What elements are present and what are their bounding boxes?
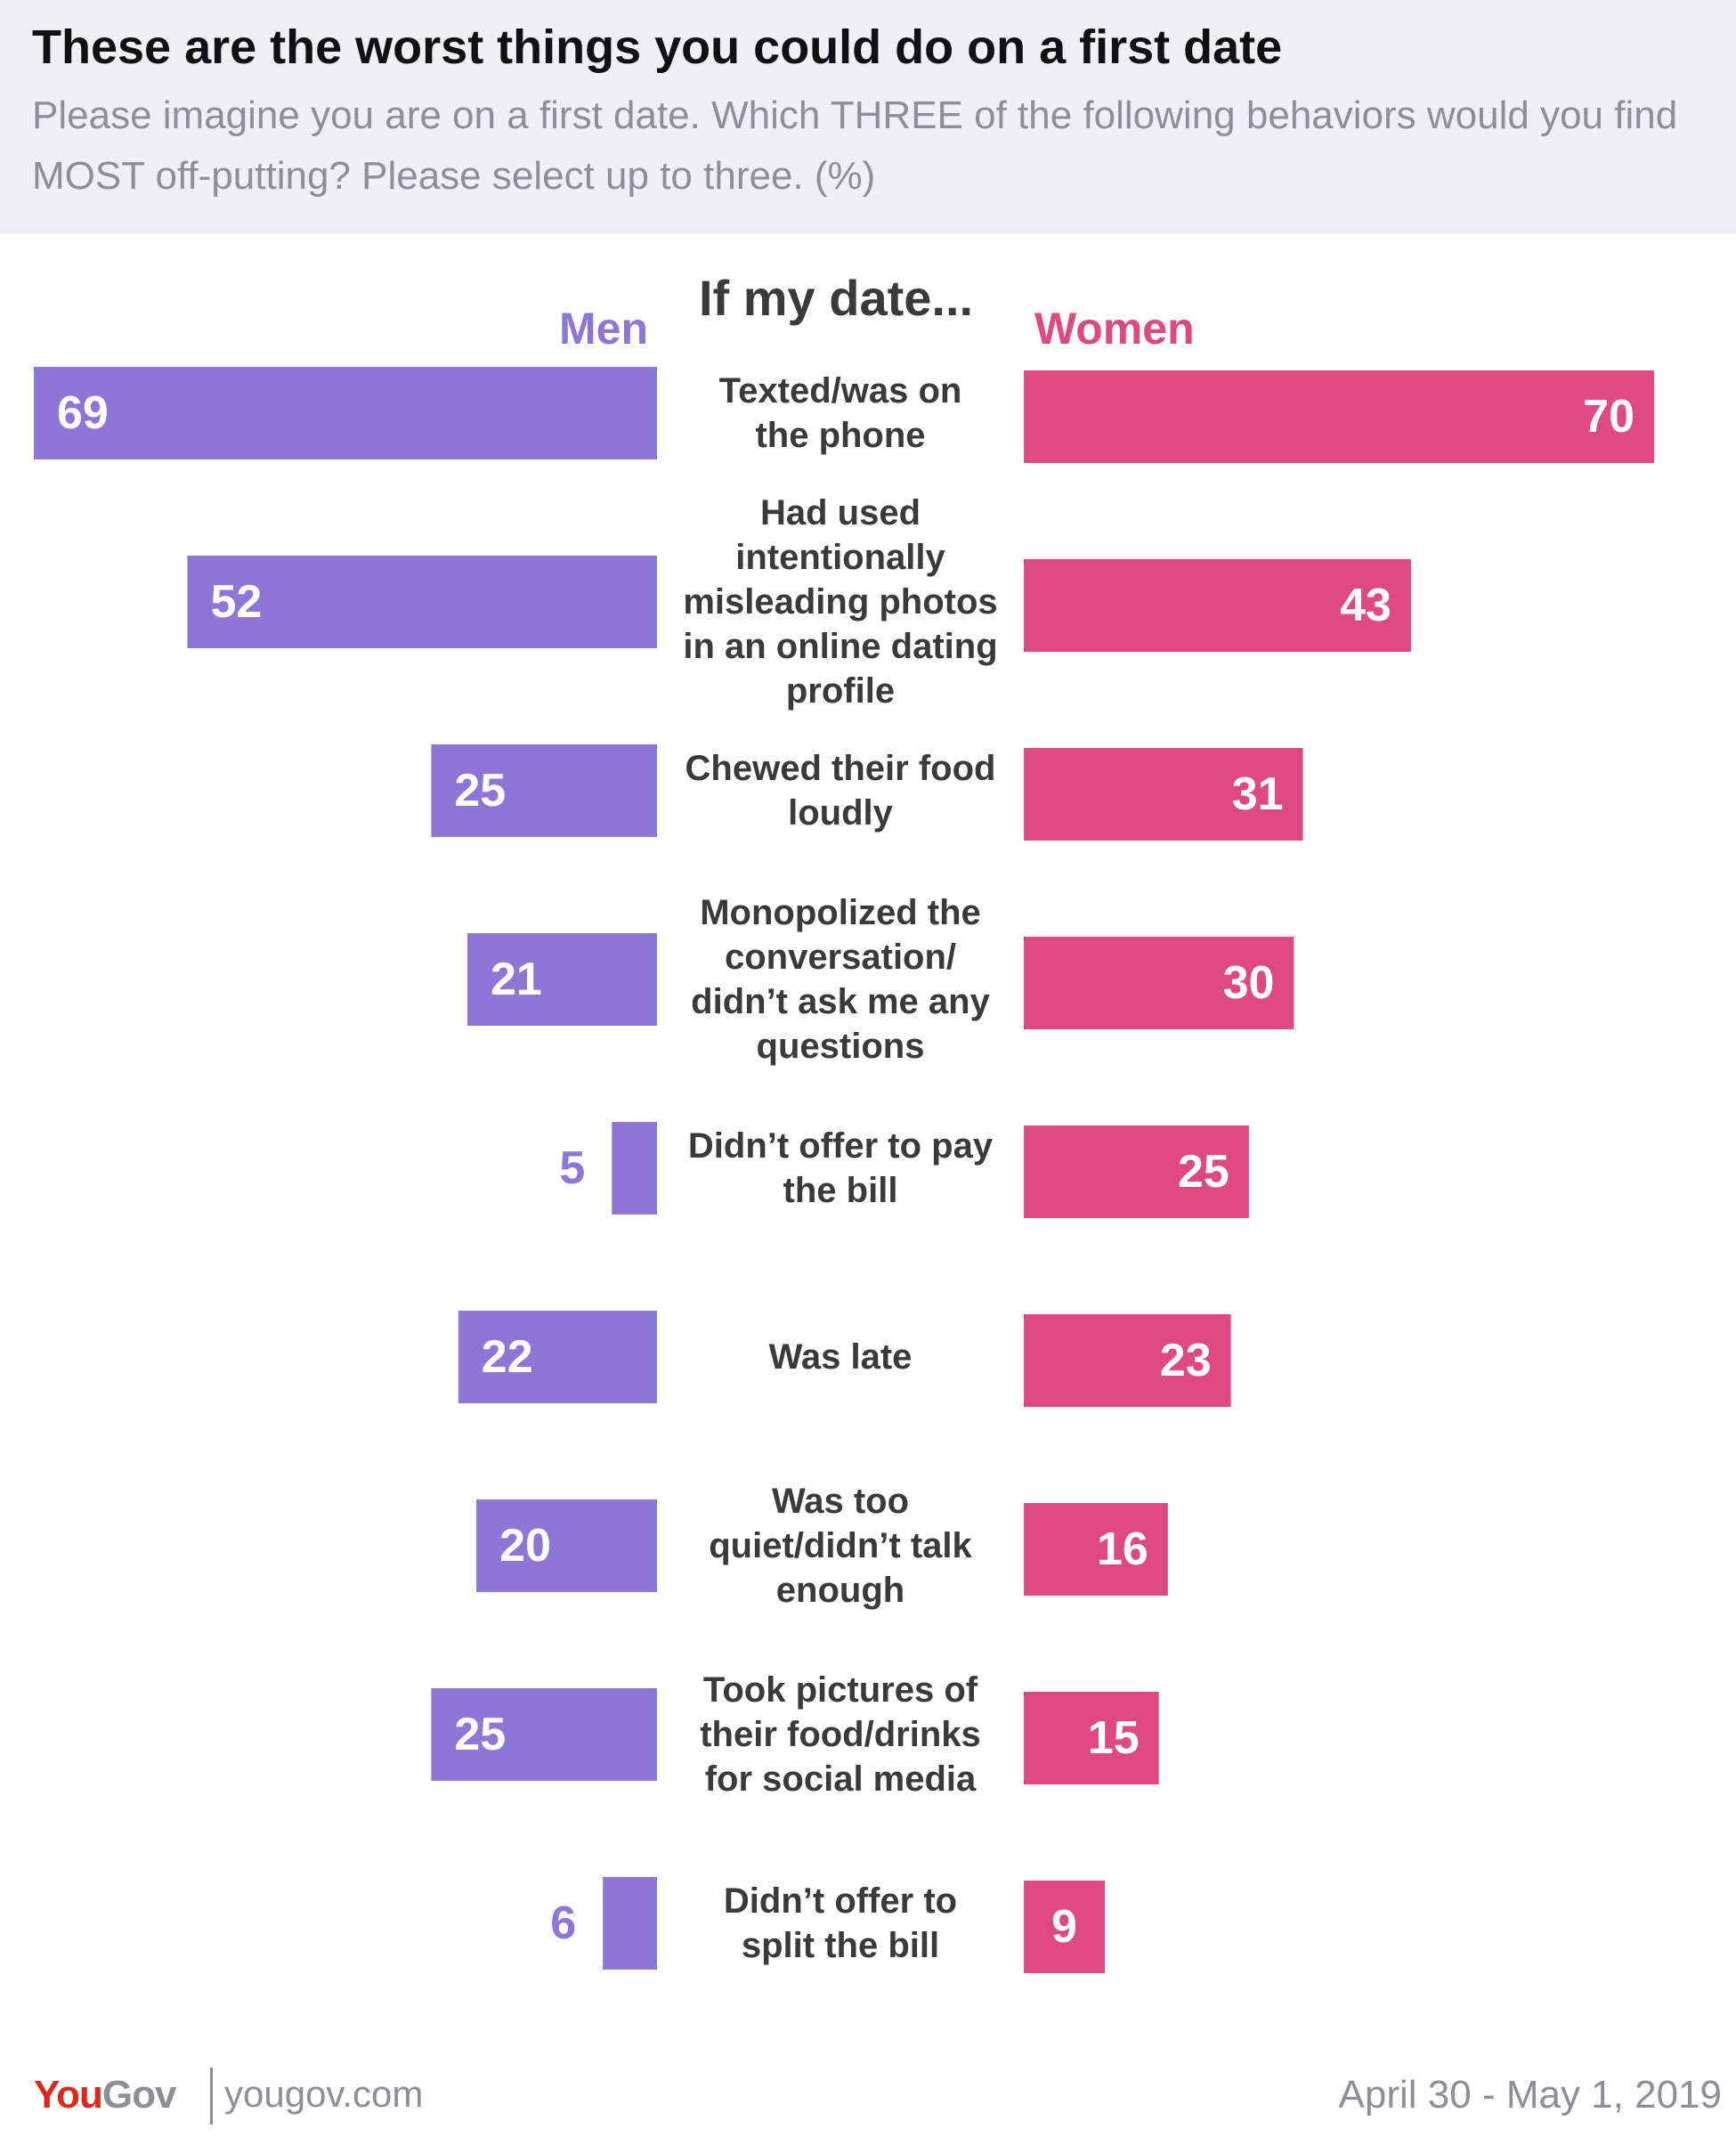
men-bar <box>431 744 657 837</box>
category-label: Was late <box>769 1337 913 1377</box>
women-value-label: 9 <box>1051 1901 1077 1953</box>
men-bar <box>458 1311 657 1403</box>
category-label: intentionally <box>735 538 945 577</box>
category-header: If my date... <box>699 270 974 326</box>
category-label: questions <box>757 1027 925 1066</box>
category-label: Was too <box>772 1482 909 1521</box>
women-bar <box>1024 1125 1249 1218</box>
women-value-label: 43 <box>1340 580 1391 631</box>
footer-date: April 30 - May 1, 2019 <box>1338 2073 1722 2117</box>
men-bar <box>466 933 657 1026</box>
men-value-label: 25 <box>454 765 506 817</box>
header-panel: These are the worst things you could do … <box>0 0 1736 233</box>
women-value-label: 23 <box>1160 1335 1212 1386</box>
category-label: Had used <box>760 493 921 532</box>
category-label: enough <box>776 1571 905 1610</box>
women-value-label: 25 <box>1178 1146 1229 1198</box>
women-bar <box>1024 1314 1231 1407</box>
category-label: Chewed their food <box>685 749 996 788</box>
category-label: the phone <box>755 416 925 455</box>
women-value-label: 30 <box>1223 957 1275 1009</box>
women-bar <box>1024 370 1654 463</box>
men-bar <box>476 1499 657 1592</box>
category-label: didn’t ask me any <box>691 982 990 1021</box>
women-bar <box>1024 1881 1106 1973</box>
category-label: misleading photos <box>683 582 997 622</box>
legend-women: Women <box>1034 304 1195 353</box>
category-label: Monopolized the <box>700 893 981 932</box>
category-label: their food/drinks <box>700 1715 981 1754</box>
men-bar <box>187 556 658 648</box>
women-value-label: 31 <box>1232 768 1284 820</box>
men-bar <box>612 1122 657 1215</box>
men-bar <box>431 1688 657 1781</box>
men-value-label: 6 <box>550 1897 576 1949</box>
category-label: the bill <box>783 1171 898 1210</box>
men-bar <box>34 367 657 459</box>
category-label: quiet/didn’t talk <box>709 1526 972 1565</box>
men-value-label: 25 <box>454 1709 506 1760</box>
women-value-label: 70 <box>1583 391 1635 443</box>
category-label: in an online dating <box>683 627 997 666</box>
men-value-label: 21 <box>491 954 542 1005</box>
chart-subtitle: Please imagine you are on a first date. … <box>32 93 1678 198</box>
women-bar <box>1024 1692 1159 1784</box>
category-label: split the bill <box>742 1926 939 1965</box>
category-label: loudly <box>788 793 894 833</box>
category-label: Texted/was on <box>719 371 962 410</box>
men-value-label: 20 <box>499 1520 551 1572</box>
yougov-logo: YouGov <box>34 2073 176 2117</box>
category-label: profile <box>786 671 895 711</box>
chart-title: These are the worst things you could do … <box>32 20 1283 74</box>
women-bar <box>1024 937 1294 1029</box>
men-value-label: 52 <box>210 576 262 628</box>
women-bar <box>1024 559 1411 652</box>
men-value-label: 5 <box>559 1142 585 1194</box>
category-label: Didn’t offer to <box>724 1881 957 1921</box>
women-bar <box>1024 1503 1168 1596</box>
women-value-label: 16 <box>1097 1524 1148 1575</box>
men-value-label: 22 <box>482 1331 533 1383</box>
men-bar <box>603 1877 657 1970</box>
women-value-label: 15 <box>1088 1712 1140 1764</box>
category-label: conversation/ <box>725 938 956 977</box>
legend-men: Men <box>559 304 648 353</box>
category-label: Took pictures of <box>703 1670 978 1710</box>
men-value-label: 69 <box>57 387 109 439</box>
category-label: Didn’t offer to pay <box>688 1126 994 1166</box>
women-bar <box>1024 748 1303 841</box>
footer-divider <box>210 2068 213 2125</box>
footer-site: yougov.com <box>224 2073 424 2115</box>
category-label: for social media <box>705 1759 977 1799</box>
